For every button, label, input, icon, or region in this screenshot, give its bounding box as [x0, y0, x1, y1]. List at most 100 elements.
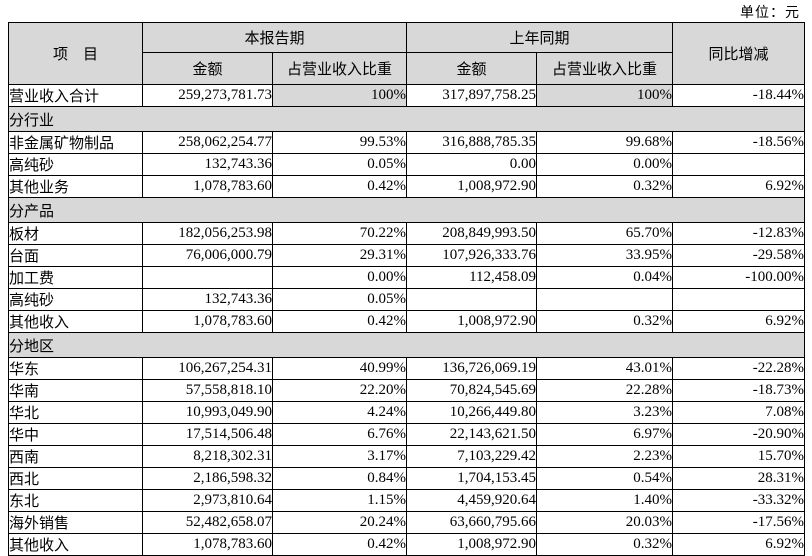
row-item-label: 西南 — [8, 445, 143, 468]
row-item-label: 加工费 — [8, 266, 143, 289]
section-row: 分地区 — [7, 332, 806, 358]
prior-pct-cell: 0.32% — [536, 533, 674, 556]
prior-pct-cell: 1.40% — [536, 489, 674, 512]
row-item-label: 板材 — [8, 222, 143, 245]
prior-amount-cell: 70,824,545.69 — [406, 379, 538, 402]
row-item-label: 海外销售 — [8, 511, 143, 534]
header-prior-period: 上年同期 — [406, 22, 674, 53]
current-pct-cell: 0.05% — [271, 153, 408, 176]
current-amount-cell: 1,078,783.60 — [142, 175, 273, 198]
row-item-label: 高纯砂 — [8, 153, 143, 176]
current-amount-cell: 17,514,506.48 — [142, 423, 273, 446]
yoy-change-cell: -17.56% — [672, 511, 806, 534]
row-item-label: 非金属矿物制品 — [8, 131, 143, 154]
prior-pct-cell: 0.04% — [536, 266, 674, 289]
header-row-measures: 金额 占营业收入比重 金额 占营业收入比重 — [9, 52, 805, 85]
current-amount-cell: 8,218,302.31 — [142, 445, 273, 468]
prior-amount-cell: 1,008,972.90 — [406, 310, 538, 333]
prior-amount-cell: 316,888,785.35 — [406, 131, 538, 154]
table-row: 其他收入 1,078,783.60 0.42% 1,008,972.90 0.32% 6.… — [8, 533, 806, 556]
prior-pct-cell: 6.97% — [536, 423, 674, 446]
current-pct-cell: 1.15% — [271, 489, 408, 512]
prior-amount-cell: 4,459,920.64 — [406, 489, 538, 512]
current-pct-cell: 0.84% — [271, 467, 408, 490]
unit-label: 单位：元 — [740, 6, 800, 21]
yoy-change-cell: 6.92% — [672, 175, 806, 198]
table-row: 西北 2,186,598.32 0.84% 1,704,153.45 0.54% 28.3… — [8, 467, 806, 490]
current-pct-cell: 70.22% — [271, 222, 408, 245]
prior-amount-cell: 1,704,153.45 — [406, 467, 538, 490]
current-pct-cell: 0.05% — [271, 288, 408, 311]
prior-amount-cell: 1,008,972.90 — [406, 533, 538, 556]
current-amount-cell — [142, 266, 273, 289]
prior-amount-cell: 63,660,795.66 — [406, 511, 538, 534]
current-pct-cell: 22.20% — [271, 379, 408, 402]
section-label: 分产品 — [7, 197, 806, 223]
header-prior-pct: 占营业收入比重 — [536, 52, 674, 85]
prior-amount-cell: 10,266,449.80 — [406, 401, 538, 424]
current-amount-cell: 132,743.36 — [142, 153, 273, 176]
row-item-label: 西北 — [8, 467, 143, 490]
yoy-change-cell — [672, 288, 806, 311]
yoy-change-cell — [672, 153, 806, 176]
prior-pct-cell: 43.01% — [536, 357, 674, 380]
row-item-label: 台面 — [8, 244, 143, 267]
row-item-label: 其他收入 — [8, 533, 143, 556]
prior-pct-cell: 100% — [536, 84, 674, 107]
header-yoy-change: 同比增减 — [672, 22, 806, 85]
prior-pct-cell: 0.54% — [536, 467, 674, 490]
table-row: 东北 2,973,810.64 1.15% 4,459,920.64 1.40% -33.… — [8, 489, 806, 512]
yoy-change-cell: 15.70% — [672, 445, 806, 468]
current-amount-cell: 1,078,783.60 — [142, 533, 273, 556]
current-amount-cell: 182,056,253.98 — [142, 222, 273, 245]
row-item-label: 营业收入合计 — [8, 84, 143, 107]
prior-pct-cell: 20.03% — [536, 511, 674, 534]
current-amount-cell: 132,743.36 — [142, 288, 273, 311]
table-row: 板材 182,056,253.98 70.22% 208,849,993.50 65.7… — [8, 222, 806, 245]
yoy-change-cell: 6.92% — [672, 310, 806, 333]
table-row: 华中 17,514,506.48 6.76% 22,143,621.50 6.97% -2… — [8, 423, 806, 446]
current-pct-cell: 3.17% — [271, 445, 408, 468]
current-pct-cell: 0.42% — [271, 310, 408, 333]
row-item-label: 其他收入 — [8, 310, 143, 333]
yoy-change-cell: 28.31% — [672, 467, 806, 490]
current-amount-cell: 2,186,598.32 — [142, 467, 273, 490]
table-row: 非金属矿物制品 258,062,254.77 99.53% 316,888,785.3… — [8, 131, 806, 154]
header-current-period: 本报告期 — [141, 22, 408, 53]
table-row: 西南 8,218,302.31 3.17% 7,103,229.42 2.23% 15.7… — [8, 445, 806, 468]
table-body: 营业收入合计 259,273,781.73 100% 317,897,758.25 10… — [7, 84, 806, 556]
table-row: 加工费 0.00% 112,458.09 0.04% -100.00% — [8, 266, 806, 289]
yoy-change-cell: -33.32% — [672, 489, 806, 512]
current-amount-cell: 76,006,000.79 — [142, 244, 273, 267]
yoy-change-cell: -18.44% — [672, 84, 806, 107]
header-row-periods: 项 目 本报告期 上年同期 同比增减 — [8, 22, 806, 85]
yoy-change-cell: -12.83% — [672, 222, 806, 245]
row-item-label: 华中 — [8, 423, 143, 446]
table-row: 其他业务 1,078,783.60 0.42% 1,008,972.90 0.32% 6.… — [8, 175, 806, 198]
table-header: 项 目 本报告期 上年同期 同比增减 金额 占营业收入比重 金额 占营业收入比重 — [8, 22, 806, 85]
table-row: 海外销售 52,482,658.07 20.24% 63,660,795.66 20.0… — [8, 511, 806, 534]
prior-amount-cell: 7,103,229.42 — [406, 445, 538, 468]
prior-pct-cell: 65.70% — [536, 222, 674, 245]
current-pct-cell: 0.00% — [271, 266, 408, 289]
table-row: 高纯砂 132,743.36 0.05% — [8, 288, 806, 311]
yoy-change-cell: -100.00% — [672, 266, 806, 289]
current-amount-cell: 2,973,810.64 — [142, 489, 273, 512]
table-row: 华北 10,993,049.90 4.24% 10,266,449.80 3.23% 7.… — [8, 401, 806, 424]
current-amount-cell: 259,273,781.73 — [142, 84, 273, 107]
table-row: 华南 57,558,818.10 22.20% 70,824,545.69 22.28%… — [8, 379, 806, 402]
current-pct-cell: 99.53% — [271, 131, 408, 154]
current-pct-cell: 20.24% — [271, 511, 408, 534]
prior-amount-cell: 208,849,993.50 — [406, 222, 538, 245]
row-item-label: 东北 — [8, 489, 143, 512]
prior-pct-cell: 99.68% — [536, 131, 674, 154]
row-item-label: 其他业务 — [8, 175, 143, 198]
prior-amount-cell: 107,926,333.76 — [406, 244, 538, 267]
table-row: 台面 76,006,000.79 29.31% 107,926,333.76 33.95… — [8, 244, 806, 267]
table-row: 高纯砂 132,743.36 0.05% 0.00 0.00% — [8, 153, 806, 176]
section-row: 分行业 — [7, 106, 806, 132]
prior-amount-cell: 317,897,758.25 — [406, 84, 538, 107]
yoy-change-cell: 6.92% — [672, 533, 806, 556]
prior-pct-cell: 2.23% — [536, 445, 674, 468]
section-label: 分地区 — [7, 332, 806, 358]
